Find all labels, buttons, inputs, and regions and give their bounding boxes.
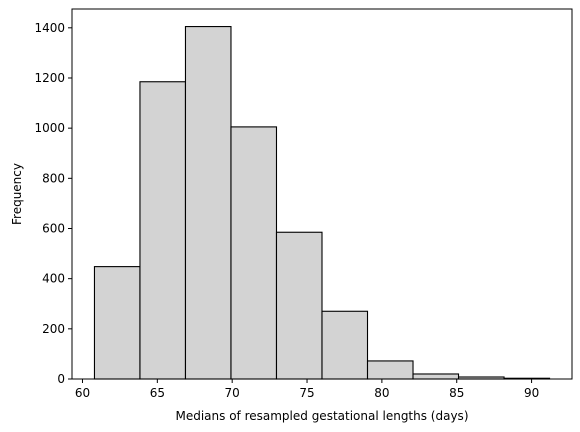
y-axis-label: Frequency [10,163,24,225]
y-tick-label: 400 [42,272,65,286]
y-tick-label: 800 [42,171,65,185]
x-tick-label: 65 [150,386,165,400]
y-tick-label: 200 [42,322,65,336]
histogram-bar [275,231,323,380]
x-tick-label: 75 [299,386,314,400]
x-tick-label: 60 [75,386,90,400]
y-tick-label: 1200 [34,71,65,85]
histogram-bar [412,373,460,380]
axes-layer: 60 65 70 75 80 85 90 0 200 400 600 800 1000 1200 1400 [34,8,573,400]
x-axis-label: Medians of resampled gestational lengths… [175,409,468,423]
y-tick-label: 1000 [34,121,65,135]
histogram-bar [184,26,232,380]
y-tick-label: 0 [57,372,65,386]
histogram-bar [321,310,369,380]
x-tick-label: 85 [449,386,464,400]
y-tick-label: 1400 [34,21,65,35]
x-tick-label: 90 [524,386,539,400]
x-tick-label: 70 [225,386,240,400]
plot-frame [71,8,573,380]
y-tick-label: 600 [42,221,65,235]
histogram-bar [366,360,414,380]
histogram-bar [230,126,278,380]
x-tick-label: 80 [374,386,389,400]
bars-layer [93,26,551,380]
histogram-bar [139,81,187,380]
histogram-bar [93,266,141,380]
